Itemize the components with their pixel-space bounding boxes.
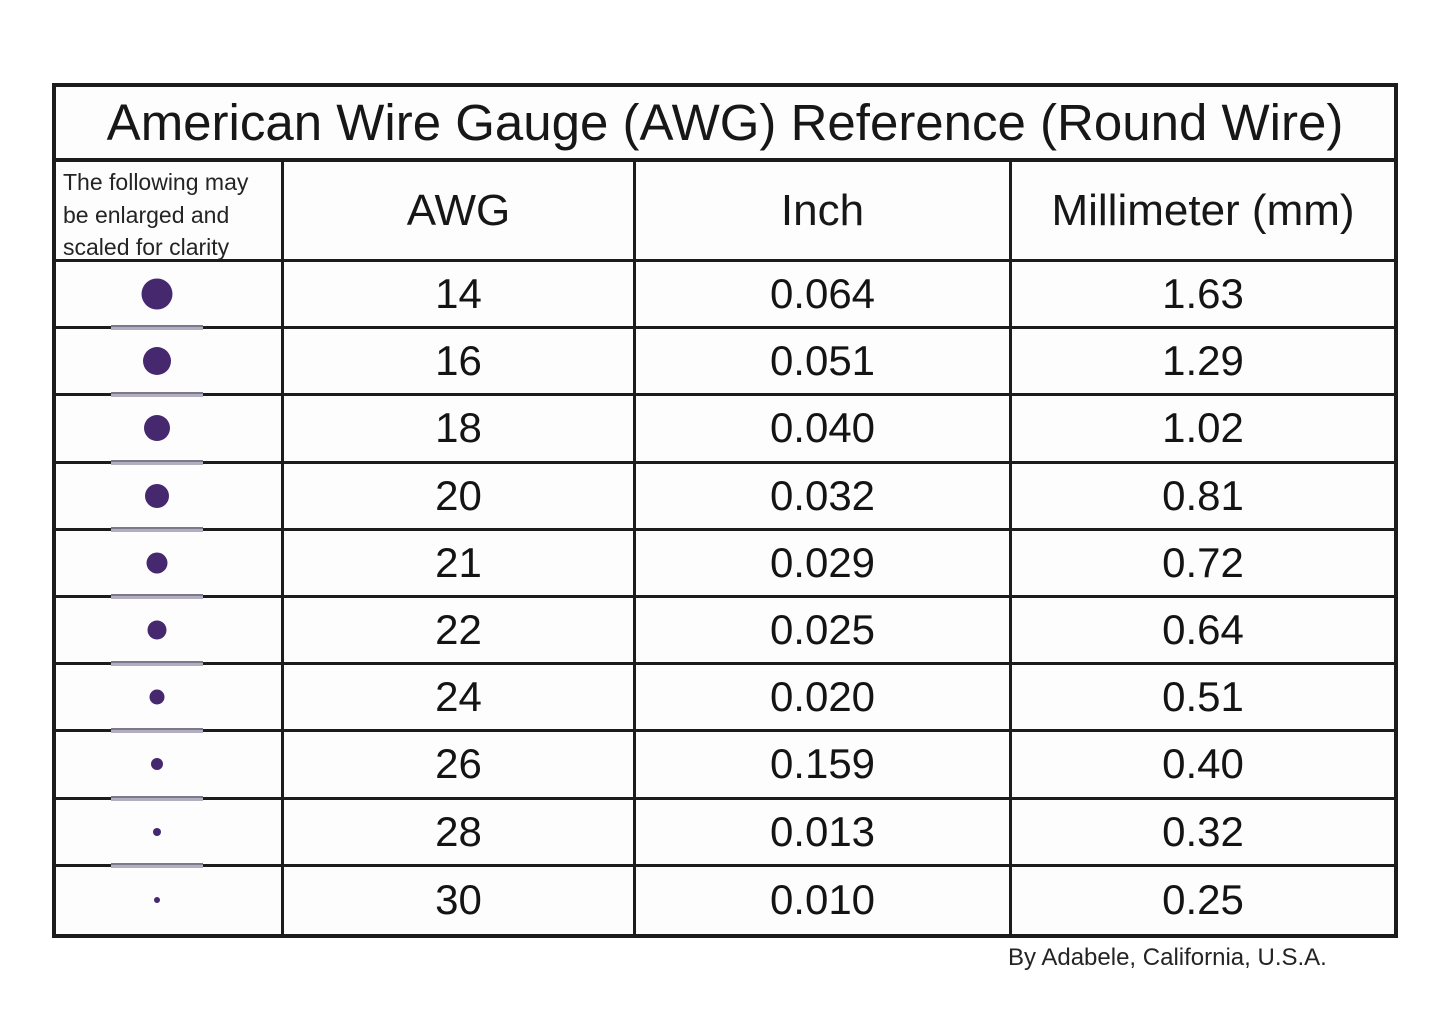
mm-value-cell: 0.32 xyxy=(1012,800,1394,867)
awg-value-cell: 18 xyxy=(284,396,636,464)
wire-dot-cell xyxy=(56,866,284,934)
table-grid: The following may be enlarged and scaled… xyxy=(56,162,1394,934)
note-cell: The following may be enlarged and scaled… xyxy=(56,162,284,262)
wire-size-dot xyxy=(147,620,167,640)
awg-value-cell: 20 xyxy=(284,463,636,531)
footer-credit: By Adabele, California, U.S.A. xyxy=(1008,944,1327,971)
wire-dot-cell xyxy=(56,530,284,599)
awg-reference-table: American Wire Gauge (AWG) Reference (Rou… xyxy=(52,83,1398,938)
wire-size-dot xyxy=(149,689,165,705)
mm-value-cell: 1.02 xyxy=(1012,396,1394,464)
col-header-mm-text: Millimeter (mm) xyxy=(1051,185,1355,235)
mm-value-cell: 0.81 xyxy=(1012,464,1394,531)
dot-underline xyxy=(111,459,204,465)
inch-value-cell: 0.032 xyxy=(636,463,1012,531)
wire-size-dot xyxy=(143,347,172,376)
mm-value-cell: 0.64 xyxy=(1012,598,1394,666)
dot-underline xyxy=(111,593,204,599)
mm-value-cell: 0.40 xyxy=(1012,732,1394,800)
wire-size-dot xyxy=(154,897,161,904)
wire-size-dot xyxy=(145,483,170,508)
inch-value-cell: 0.051 xyxy=(636,329,1012,397)
awg-value-cell: 26 xyxy=(284,732,636,800)
awg-value-cell: 22 xyxy=(284,597,636,666)
wire-size-dot xyxy=(151,758,164,771)
wire-dot-cell xyxy=(56,665,284,734)
dot-underline xyxy=(111,661,204,667)
mm-value-cell: 0.51 xyxy=(1012,665,1394,733)
inch-value-cell: 0.159 xyxy=(636,732,1012,800)
dot-underline xyxy=(111,862,204,868)
mm-value-cell: 1.63 xyxy=(1012,262,1394,330)
wire-dot-cell xyxy=(56,597,284,667)
wire-dot-cell xyxy=(56,799,284,868)
mm-value-cell: 0.72 xyxy=(1012,531,1394,598)
wire-dot-cell xyxy=(56,732,284,801)
awg-value-cell: 30 xyxy=(284,866,636,934)
inch-value-cell: 0.013 xyxy=(636,799,1012,867)
note-text: The following may be enlarged and scaled… xyxy=(63,169,249,261)
wire-dot-cell xyxy=(56,329,284,398)
dot-underline xyxy=(111,795,204,801)
dot-underline xyxy=(111,325,204,331)
inch-value-cell: 0.064 xyxy=(636,262,1012,330)
inch-value-cell: 0.020 xyxy=(636,665,1012,733)
wire-dot-cell xyxy=(56,463,284,532)
awg-value-cell: 21 xyxy=(284,530,636,598)
dot-underline xyxy=(111,728,204,734)
wire-size-dot xyxy=(141,278,173,310)
awg-value-cell: 16 xyxy=(284,329,636,397)
col-header-mm: Millimeter (mm) xyxy=(1012,162,1394,262)
col-header-awg-text: AWG xyxy=(406,185,511,235)
inch-value-cell: 0.040 xyxy=(636,396,1012,464)
dot-underline xyxy=(111,392,204,398)
wire-size-dot xyxy=(153,827,162,836)
col-header-inch-text: Inch xyxy=(780,185,865,235)
wire-size-dot xyxy=(144,415,171,442)
awg-value-cell: 28 xyxy=(284,799,636,867)
awg-value-cell: 14 xyxy=(284,262,636,330)
mm-value-cell: 1.29 xyxy=(1012,329,1394,397)
inch-value-cell: 0.025 xyxy=(636,597,1012,666)
table-title: American Wire Gauge (AWG) Reference (Rou… xyxy=(56,87,1394,162)
wire-dot-cell xyxy=(56,262,284,331)
col-header-inch: Inch xyxy=(636,162,1012,262)
dot-underline xyxy=(111,526,204,532)
inch-value-cell: 0.010 xyxy=(636,866,1012,934)
inch-value-cell: 0.029 xyxy=(636,530,1012,598)
awg-value-cell: 24 xyxy=(284,665,636,733)
col-header-awg: AWG xyxy=(284,162,636,262)
table-title-text: American Wire Gauge (AWG) Reference (Rou… xyxy=(106,94,1344,151)
mm-value-cell: 0.25 xyxy=(1162,876,1244,924)
wire-size-dot xyxy=(146,552,168,574)
wire-dot-cell xyxy=(56,396,284,465)
